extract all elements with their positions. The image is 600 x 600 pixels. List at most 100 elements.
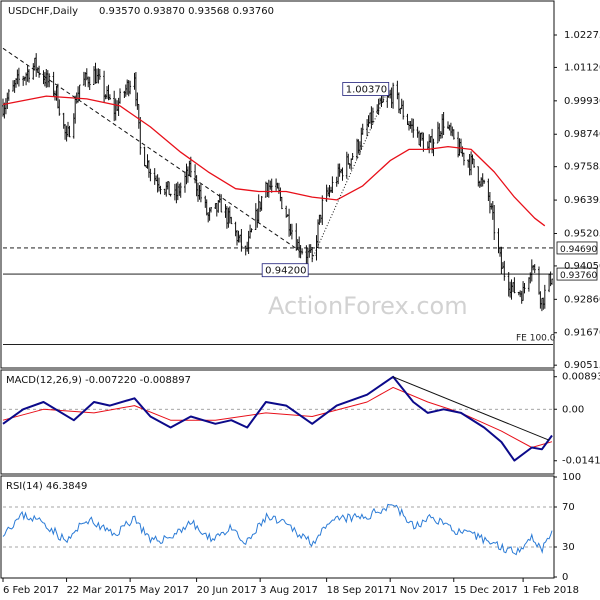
price-bar	[351, 153, 354, 160]
price-bar	[318, 214, 321, 225]
price-bar	[106, 86, 108, 99]
price-annotation-1: 0.94200	[265, 266, 306, 277]
price-bar	[510, 279, 513, 300]
rsi-tick-label: 0	[562, 572, 568, 583]
price-bar	[254, 203, 257, 230]
price-bar	[396, 80, 399, 100]
price-bar	[340, 168, 343, 174]
macd-signal-line	[2, 386, 553, 448]
price-bar	[330, 186, 332, 193]
price-bar	[244, 245, 247, 256]
price-bar	[246, 241, 249, 252]
price-bar	[533, 264, 536, 273]
price-bar	[477, 166, 480, 187]
price-bar	[68, 125, 71, 138]
price-bar	[127, 80, 130, 97]
price-bar	[197, 182, 199, 202]
price-bar	[264, 181, 267, 198]
price-bar	[52, 71, 55, 97]
price-bar	[17, 67, 20, 87]
price-bar	[228, 206, 231, 224]
price-bar	[28, 69, 30, 83]
price-bar	[139, 117, 142, 155]
price-bar	[491, 201, 494, 220]
price-bar	[539, 291, 542, 309]
price-bar	[377, 98, 380, 115]
price-bar	[55, 86, 58, 101]
price-bar	[481, 173, 484, 187]
watermark: ActionForex.com	[268, 292, 468, 320]
price-bar	[260, 196, 263, 211]
price-bar	[67, 121, 69, 137]
price-bar	[438, 123, 441, 142]
price-bar	[179, 182, 182, 198]
macd-tick-label: 0.008934	[562, 372, 600, 383]
price-bar	[402, 100, 405, 120]
price-bar	[419, 132, 422, 147]
x-tick-label: 1 Nov 2017	[390, 585, 448, 596]
price-bar	[33, 57, 36, 70]
x-tick-label: 5 May 2017	[130, 585, 189, 596]
price-tick-label: 1.02275	[564, 30, 600, 41]
price-bar	[277, 182, 280, 194]
price-bar	[527, 277, 530, 292]
price-bar	[478, 180, 481, 188]
price-bar	[289, 223, 292, 236]
price-bar	[451, 126, 454, 137]
price-bar	[7, 89, 10, 101]
price-bar	[42, 70, 45, 85]
price-tick-label: 0.90515	[564, 360, 600, 371]
x-tick-label: 1 Feb 2018	[523, 585, 579, 596]
macd-panel: MACD(12,26,9) -0.007220 -0.008897	[2, 375, 553, 462]
price-bar	[26, 65, 29, 82]
price-bar	[199, 183, 202, 203]
price-bar	[88, 76, 91, 90]
price-bar	[488, 192, 491, 214]
price-bar	[468, 154, 471, 176]
price-bar	[452, 129, 455, 140]
price-bar	[421, 131, 423, 141]
price-bar	[93, 66, 95, 85]
price-bar	[298, 236, 301, 258]
price-bar	[220, 194, 223, 213]
price-bar	[227, 207, 230, 228]
price-bar	[269, 180, 272, 190]
price-bar	[104, 94, 107, 100]
price-bar	[119, 88, 121, 104]
price-bar	[399, 107, 402, 114]
price-bar	[113, 90, 116, 122]
price-bar	[473, 158, 475, 168]
price-bar	[270, 178, 273, 193]
price-bar	[267, 179, 270, 198]
price-bar	[166, 181, 169, 190]
price-bar	[165, 181, 168, 197]
price-bar	[418, 130, 421, 146]
price-bar	[317, 219, 319, 248]
price-bar	[64, 124, 67, 140]
price-bar	[159, 185, 162, 195]
x-tick-label: 18 Sep 2017	[327, 585, 390, 596]
price-panel-frame	[0, 0, 555, 369]
price-bar	[98, 69, 101, 80]
price-bar	[195, 175, 198, 197]
price-bar	[134, 72, 137, 107]
price-bar	[257, 194, 260, 223]
price-bar	[462, 152, 465, 166]
price-bar	[205, 199, 208, 216]
price-bar	[129, 80, 132, 95]
price-bar	[548, 273, 551, 293]
macd-panel-frame	[0, 369, 555, 475]
price-bar	[337, 163, 340, 185]
rsi-tick-label: 30	[562, 542, 575, 553]
price-bar	[341, 167, 344, 181]
price-bar	[523, 283, 526, 294]
price-bar	[158, 177, 160, 192]
price-tick-label: 0.95205	[564, 228, 600, 239]
macd-tick-label: 0.00	[562, 404, 584, 415]
price-bar	[338, 163, 341, 177]
price-bar	[327, 187, 330, 197]
